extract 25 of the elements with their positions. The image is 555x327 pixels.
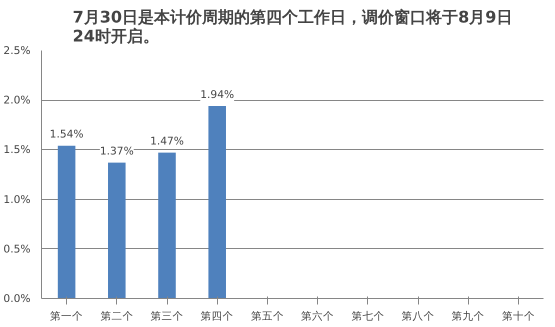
data-label: 1.37%: [100, 144, 134, 158]
chart-title: 7月30日是本计价周期的第四个工作日，调价窗口将于8月9日24时开启。: [72, 8, 512, 46]
y-tick-label: 1.0%: [3, 192, 31, 206]
y-tick-label: 2.0%: [3, 94, 31, 107]
x-tick-label: 第三个: [150, 310, 184, 322]
y-tick-label: 1.5%: [3, 143, 31, 156]
y-tick-label: 0.5%: [3, 242, 31, 256]
x-tick-label: 第七个: [351, 310, 384, 322]
data-label: 1.54%: [50, 128, 84, 141]
data-label: 1.94%: [200, 88, 234, 102]
x-tick-label: 第四个: [200, 310, 234, 322]
bar: [58, 146, 76, 298]
x-tick-label: 第二个: [100, 310, 134, 322]
x-tick-label: 第五个: [250, 310, 284, 322]
x-tick-label: 第九个: [452, 310, 485, 322]
x-tick-label: 第六个: [301, 310, 334, 322]
bar: [208, 106, 226, 298]
y-tick-label: 2.5%: [3, 44, 31, 57]
x-tick-label: 第一个: [50, 310, 84, 322]
data-label: 1.47%: [150, 134, 184, 148]
bar: [108, 162, 126, 298]
y-tick-label: 0.0%: [3, 292, 31, 305]
x-tick-label: 第十个: [502, 310, 535, 322]
bar: [158, 152, 176, 298]
x-tick-label: 第八个: [402, 310, 434, 322]
